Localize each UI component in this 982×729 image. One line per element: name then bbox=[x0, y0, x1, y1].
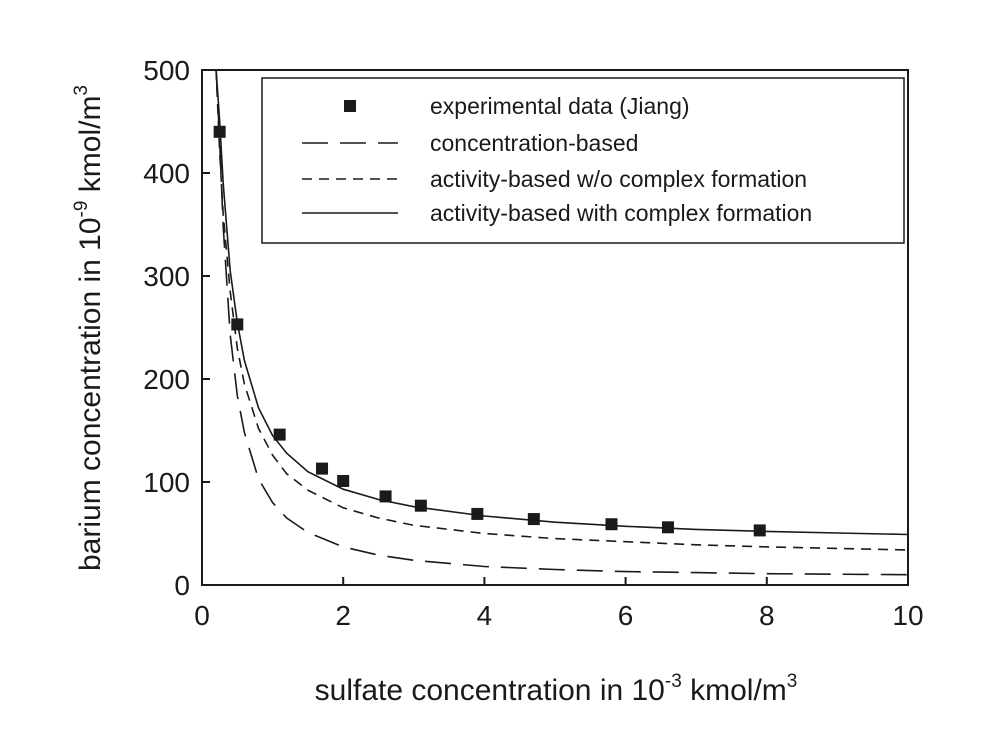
y-tick-label: 300 bbox=[143, 261, 190, 292]
y-tick-label: 400 bbox=[143, 158, 190, 189]
series-line-short-dash bbox=[215, 70, 908, 551]
data-point bbox=[213, 125, 226, 138]
curves bbox=[215, 70, 908, 576]
legend: experimental data (Jiang) concentration-b… bbox=[261, 77, 905, 244]
x-axis-title-exponent: -3 bbox=[665, 671, 682, 692]
x-tick-label: 2 bbox=[335, 600, 351, 631]
x-tick-label: 4 bbox=[477, 600, 493, 631]
data-point bbox=[337, 474, 350, 487]
y-tick-label: 500 bbox=[143, 55, 190, 86]
y-tick-label: 200 bbox=[143, 364, 190, 395]
x-axis-title-unit-exponent: 3 bbox=[787, 671, 798, 692]
y-axis-title-exponent: -9 bbox=[71, 201, 92, 218]
legend-label: concentration-based bbox=[430, 130, 638, 156]
data-point bbox=[471, 507, 484, 520]
legend-box bbox=[261, 77, 905, 244]
x-axis-title-main: sulfate concentration in 10 bbox=[315, 674, 665, 707]
data-point bbox=[231, 318, 244, 331]
data-point bbox=[661, 521, 674, 534]
x-tick-label: 8 bbox=[759, 600, 775, 631]
x-tick-label: 6 bbox=[618, 600, 634, 631]
y-tick-label: 100 bbox=[143, 467, 190, 498]
data-point bbox=[527, 513, 540, 526]
data-point bbox=[753, 524, 766, 537]
data-point bbox=[605, 518, 618, 531]
data-point bbox=[273, 428, 286, 441]
x-tick-label: 10 bbox=[892, 600, 923, 631]
x-axis-title-unit: kmol/m bbox=[682, 674, 787, 707]
series-line-long-dash bbox=[215, 70, 908, 576]
legend-label: experimental data (Jiang) bbox=[430, 93, 690, 119]
y-axis-title-unit-exponent: 3 bbox=[71, 85, 92, 96]
plot-frame bbox=[201, 69, 909, 586]
data-point bbox=[316, 462, 329, 475]
series-line-solid bbox=[215, 70, 908, 536]
y-axis-title-main: barium concentration in 10 bbox=[74, 217, 107, 571]
data-point bbox=[414, 499, 427, 512]
y-tick-label: 0 bbox=[174, 570, 190, 601]
x-axis-title: sulfate concentration in 10-3 kmol/m3 bbox=[315, 671, 798, 707]
x-tick-label: 0 bbox=[194, 600, 210, 631]
legend-label: activity-based w/o complex formation bbox=[430, 166, 807, 192]
y-axis-title: barium concentration in 10-9 kmol/m3 bbox=[71, 85, 107, 571]
legend-marker bbox=[344, 100, 356, 112]
markers bbox=[213, 125, 766, 537]
data-point bbox=[379, 490, 392, 503]
y-axis-title-unit: kmol/m bbox=[74, 96, 107, 201]
legend-label: activity-based with complex formation bbox=[430, 200, 812, 226]
